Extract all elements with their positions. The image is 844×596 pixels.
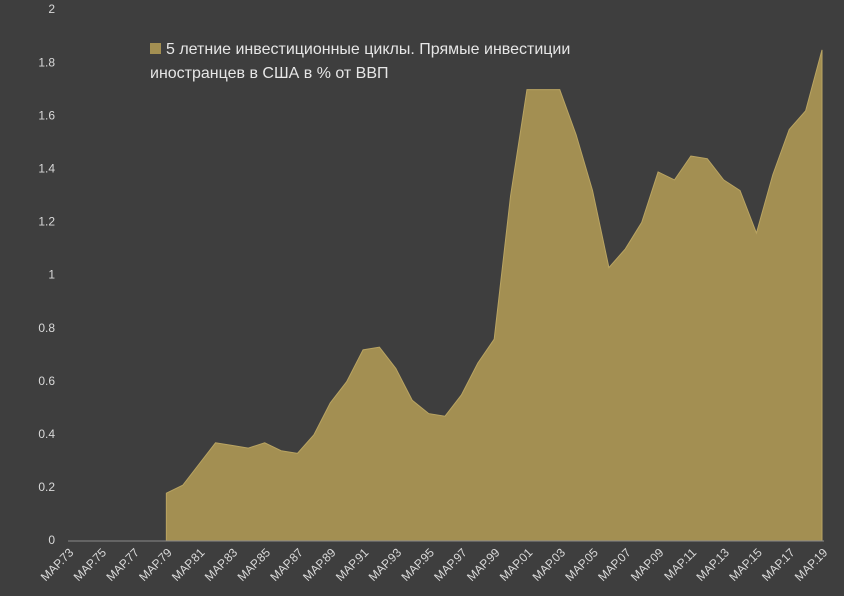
area bbox=[165, 49, 823, 542]
x-tick-label: МАР.97 bbox=[431, 545, 470, 584]
x-tick-label: МАР.01 bbox=[497, 545, 536, 584]
x-tick-label: МАР.03 bbox=[530, 545, 569, 584]
x-tick-label: МАР.89 bbox=[300, 545, 339, 584]
x-tick-label: МАР.07 bbox=[595, 545, 634, 584]
y-tick-label: 1 bbox=[48, 268, 55, 282]
y-tick-label: 1.2 bbox=[38, 215, 55, 229]
x-tick-label: МАР.15 bbox=[726, 545, 765, 584]
x-tick-label: МАР.93 bbox=[366, 545, 405, 584]
x-tick-label: МАР.09 bbox=[628, 545, 667, 584]
x-tick-label: МАР.99 bbox=[464, 545, 503, 584]
x-tick-label: МАР.19 bbox=[792, 545, 831, 584]
x-tick-label: МАР.13 bbox=[694, 545, 733, 584]
legend-swatch bbox=[150, 43, 161, 54]
x-tick-label: МАР.95 bbox=[398, 545, 437, 584]
x-tick-label: МАР.83 bbox=[202, 545, 241, 584]
x-tick-label: МАР.75 bbox=[71, 545, 110, 584]
y-tick-label: 1.6 bbox=[38, 108, 55, 122]
x-tick-label: МАР.87 bbox=[267, 545, 306, 584]
y-tick-label: 0.2 bbox=[38, 480, 55, 494]
y-tick-label: 1.8 bbox=[38, 55, 55, 69]
x-tick-label: МАР.17 bbox=[759, 545, 798, 584]
y-tick-label: 0.4 bbox=[38, 427, 55, 441]
x-tick-label: МАР.73 bbox=[38, 545, 77, 584]
x-tick-label: МАР.11 bbox=[661, 545, 699, 583]
legend-label: 5 летние инвестиционные циклы. Прямые ин… bbox=[150, 41, 571, 82]
x-tick-label: МАР.77 bbox=[103, 545, 142, 584]
y-tick-label: 2 bbox=[48, 2, 55, 16]
x-tick-label: МАР.85 bbox=[235, 545, 274, 584]
legend: 5 летние инвестиционные циклы. Прямые ин… bbox=[150, 38, 620, 86]
y-tick-label: 1.4 bbox=[38, 161, 55, 175]
y-tick-label: 0 bbox=[48, 533, 55, 547]
y-tick-label: 0.6 bbox=[38, 374, 55, 388]
x-tick-label: МАР.79 bbox=[136, 545, 175, 584]
x-tick-label: МАР.91 bbox=[333, 545, 372, 584]
y-tick-label: 0.8 bbox=[38, 321, 55, 335]
x-tick-label: МАР.05 bbox=[562, 545, 601, 584]
x-tick-label: МАР.81 bbox=[169, 545, 208, 584]
